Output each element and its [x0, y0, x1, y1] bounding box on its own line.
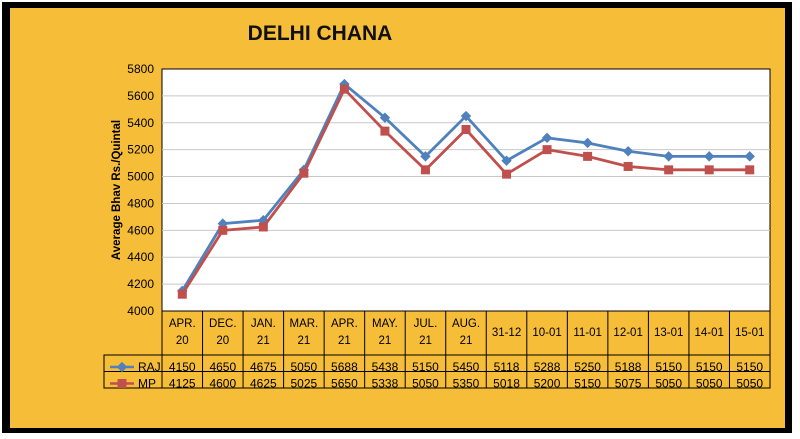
x-category-label: 10-01	[532, 327, 561, 339]
data-table-value: 5025	[291, 377, 318, 391]
data-point-raj	[582, 137, 593, 149]
data-table-value: 5050	[412, 377, 439, 391]
x-category-label: MAR.	[289, 318, 318, 330]
x-category-label: DEC.	[209, 318, 236, 330]
x-category-label: 15-01	[735, 327, 764, 339]
data-table-value: 5650	[331, 377, 358, 391]
data-point-raj	[420, 151, 431, 162]
x-category-label: 21	[419, 335, 432, 347]
data-table-value: 5150	[655, 360, 682, 374]
y-tick-label: 5200	[127, 143, 154, 157]
y-tick-label: 5800	[127, 62, 154, 76]
legend-label-mp: MP	[138, 377, 156, 391]
data-point-mp	[745, 165, 755, 175]
data-point-raj	[744, 151, 755, 162]
data-point-mp	[502, 169, 512, 179]
data-table-value: 5188	[615, 360, 642, 374]
data-point-mp	[664, 165, 674, 175]
y-tick-label: 4800	[127, 196, 154, 210]
data-table-value: 5350	[453, 377, 480, 391]
data-table-value: 5050	[736, 377, 763, 391]
data-table-value: 5150	[696, 360, 723, 374]
x-category-label: 13-01	[654, 327, 683, 339]
data-point-raj	[663, 151, 674, 162]
y-axis-label: Average Bhav Rs./Quintal	[111, 120, 123, 260]
data-table-value: 5150	[412, 360, 439, 374]
data-table-value: 5050	[696, 377, 723, 391]
legend-marker-raj	[116, 361, 128, 373]
data-point-raj	[501, 155, 512, 166]
data-table-value: 5450	[453, 360, 480, 374]
data-table-value: 5688	[331, 360, 358, 374]
data-table-value: 5250	[574, 360, 601, 374]
x-category-label: 12-01	[613, 327, 642, 339]
y-tick-label: 5400	[127, 116, 154, 130]
data-table-value: 4675	[250, 360, 277, 374]
x-category-label: 14-01	[694, 327, 723, 339]
data-point-mp	[177, 289, 187, 299]
data-point-mp	[583, 151, 593, 161]
data-table-value: 5438	[372, 360, 399, 374]
data-point-raj	[460, 110, 472, 122]
y-tick-label: 4200	[127, 277, 154, 291]
x-category-label: 21	[338, 335, 351, 347]
data-table-value: 5050	[291, 360, 318, 374]
data-table-value: 4125	[169, 377, 196, 391]
data-point-mp	[623, 161, 633, 171]
data-table-value: 5150	[736, 360, 763, 374]
data-table-value: 5288	[534, 360, 561, 374]
data-point-raj	[541, 132, 553, 144]
plot-area	[161, 68, 771, 312]
x-category-label: 20	[176, 335, 189, 347]
data-point-raj	[622, 146, 634, 157]
data-table-value: 4600	[209, 377, 236, 391]
data-point-raj	[703, 151, 715, 162]
x-category-label: MAY.	[372, 318, 398, 330]
x-category-label: 21	[257, 335, 270, 347]
data-table-value: 5050	[655, 377, 682, 391]
y-tick-label: 4400	[127, 250, 154, 264]
data-table-value: 5018	[493, 377, 520, 391]
x-category-label: APR.	[169, 318, 196, 330]
data-point-mp	[258, 222, 268, 232]
chart-title: DELHI CHANA	[247, 22, 393, 45]
x-category-label: 21	[297, 335, 310, 347]
data-point-mp	[542, 145, 552, 155]
data-table-value: 4650	[209, 360, 236, 374]
data-table-value: 4625	[250, 377, 277, 391]
y-tick-label: 5000	[127, 170, 154, 184]
data-point-mp	[420, 165, 430, 175]
x-category-label: 20	[216, 335, 229, 347]
legend-label-raj: RAJ	[138, 360, 161, 374]
y-tick-label: 5600	[127, 89, 154, 103]
data-table-value: 5075	[615, 377, 642, 391]
data-table-value: 5150	[574, 377, 601, 391]
data-point-mp	[218, 225, 228, 235]
x-category-label: 31-12	[492, 327, 521, 339]
x-category-label: JUL.	[414, 318, 438, 330]
x-category-label: JAN.	[251, 318, 276, 330]
data-table-value: 5338	[372, 377, 399, 391]
data-point-mp	[380, 126, 390, 136]
data-point-mp	[461, 125, 471, 134]
data-table-value: 5200	[534, 377, 561, 391]
y-tick-label: 4600	[127, 223, 154, 237]
x-category-label: 21	[460, 335, 473, 347]
x-category-label: 21	[379, 335, 392, 347]
legend-marker-mp	[117, 379, 127, 388]
data-table-value: 4150	[169, 360, 196, 374]
x-category-label: 11-01	[573, 327, 602, 339]
data-point-mp	[339, 84, 349, 94]
data-point-mp	[704, 165, 714, 175]
data-point-raj	[379, 112, 391, 123]
x-category-label: AUG.	[452, 318, 480, 330]
x-category-label: APR.	[331, 318, 358, 330]
y-tick-label: 4000	[127, 304, 154, 318]
data-table-value: 5118	[494, 360, 520, 374]
data-point-mp	[299, 168, 309, 178]
